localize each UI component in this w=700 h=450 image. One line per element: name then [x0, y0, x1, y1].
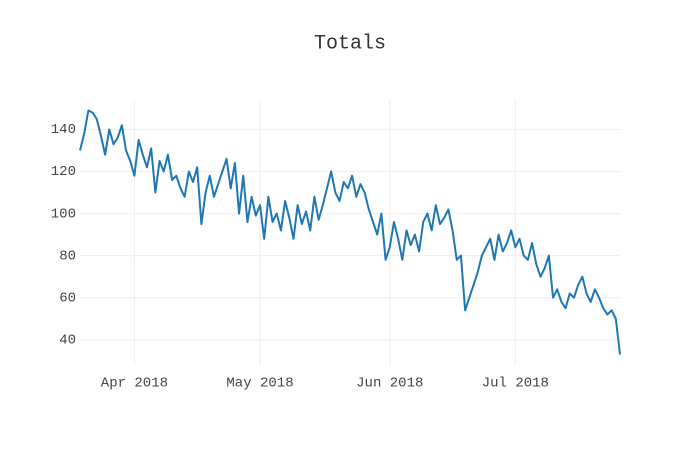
y-tick-label: 40 [59, 332, 76, 348]
y-tick-label: 60 [59, 290, 76, 306]
data-line [79, 109, 621, 355]
y-tick-label: 80 [59, 248, 76, 264]
x-tick-label: Apr 2018 [101, 376, 168, 392]
x-tick-label: May 2018 [226, 376, 293, 392]
chart-title: Totals [314, 32, 386, 55]
y-tick-label: 120 [51, 164, 76, 180]
y-tick-label: 100 [51, 206, 76, 222]
x-tick-label: Jun 2018 [356, 376, 423, 392]
y-tick-label: 140 [51, 122, 76, 138]
x-tick-label: Jul 2018 [482, 376, 549, 392]
